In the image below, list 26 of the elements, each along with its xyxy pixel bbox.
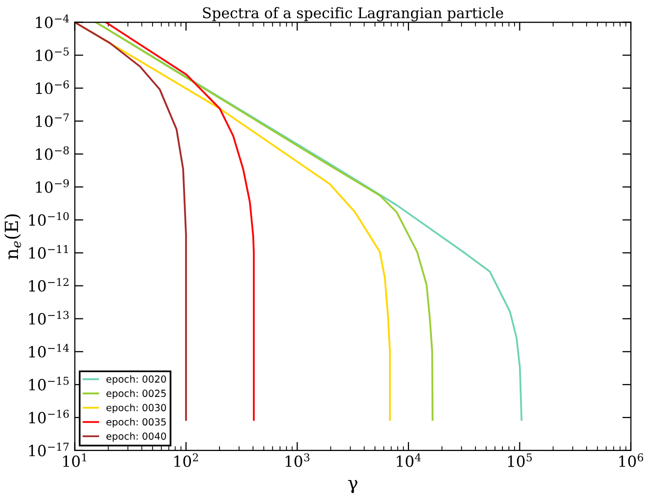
y-tick-label: 10$^{−7}$ [36,113,69,128]
chart-title: Spectra of a specific Lagrangian particle [203,7,504,22]
y-tick-label: 10$^{−9}$ [36,179,69,193]
y-tick-label: 10$^{−16}$ [29,410,69,424]
legend-label: epoch: 0035 [106,418,166,428]
x-axis-title: γ [348,480,358,494]
x-tick-label: 10$^{6}$ [619,453,644,468]
legend-label: epoch: 0025 [106,389,166,399]
x-tick-label: 10$^{2}$ [174,453,198,468]
y-tick-label: 10$^{−11}$ [29,245,68,259]
y-tick-label: 10$^{−13}$ [29,310,69,325]
y-tick-label: 10$^{−10}$ [29,212,69,226]
y-tick-label: 10$^{−5}$ [36,48,69,62]
y-tick-label: 10$^{−15}$ [29,376,69,390]
legend-label: epoch: 0030 [106,404,166,414]
x-tick-label: 10$^{3}$ [286,453,310,468]
y-tick-label: 10$^{−6}$ [36,80,69,94]
y-tick-label: 10$^{−8}$ [36,146,69,160]
x-tick-label: 10$^{5}$ [508,453,532,468]
legend-label: epoch: 0040 [106,432,166,442]
y-tick-label: 10$^{−4}$ [36,14,69,28]
y-axis-title: n$_{e}$(E) [4,214,21,260]
legend-label: epoch: 0020 [106,375,166,385]
y-tick-label: 10$^{−14}$ [29,344,69,358]
y-tick-label: 10$^{−12}$ [29,278,68,292]
x-tick-label: 10$^{4}$ [396,453,421,468]
